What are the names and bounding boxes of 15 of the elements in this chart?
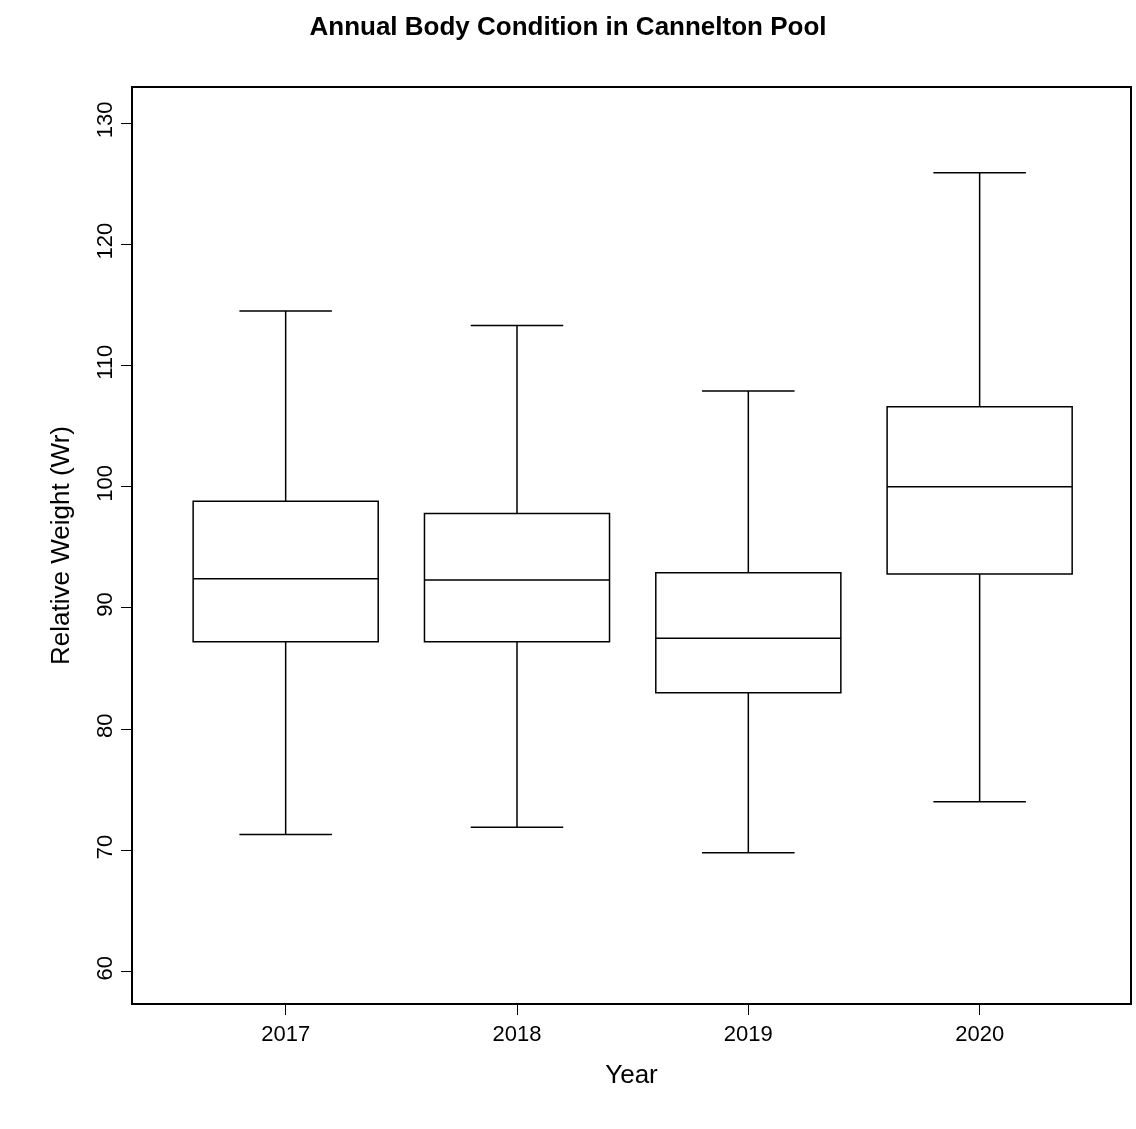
- y-axis-title: Relative Weight (Wr): [45, 426, 76, 665]
- x-axis-title: Year: [605, 1059, 659, 1090]
- x-tick-label: 2019: [723, 1021, 773, 1047]
- y-tick-label: 80: [92, 713, 118, 739]
- y-tick-label: 70: [92, 834, 118, 860]
- x-tick-label: 2018: [492, 1021, 542, 1047]
- y-tick-label: 60: [92, 955, 118, 981]
- x-tick-label: 2017: [261, 1021, 311, 1047]
- y-tick-label: 120: [92, 222, 118, 260]
- y-tick-label: 130: [92, 101, 118, 139]
- x-tick-label: 2020: [955, 1021, 1005, 1047]
- y-tick-label: 90: [92, 592, 118, 617]
- y-tick-label: 100: [92, 465, 118, 502]
- chart-title: Annual Body Condition in Cannelton Pool: [309, 11, 827, 42]
- y-tick-label: 110: [92, 344, 118, 380]
